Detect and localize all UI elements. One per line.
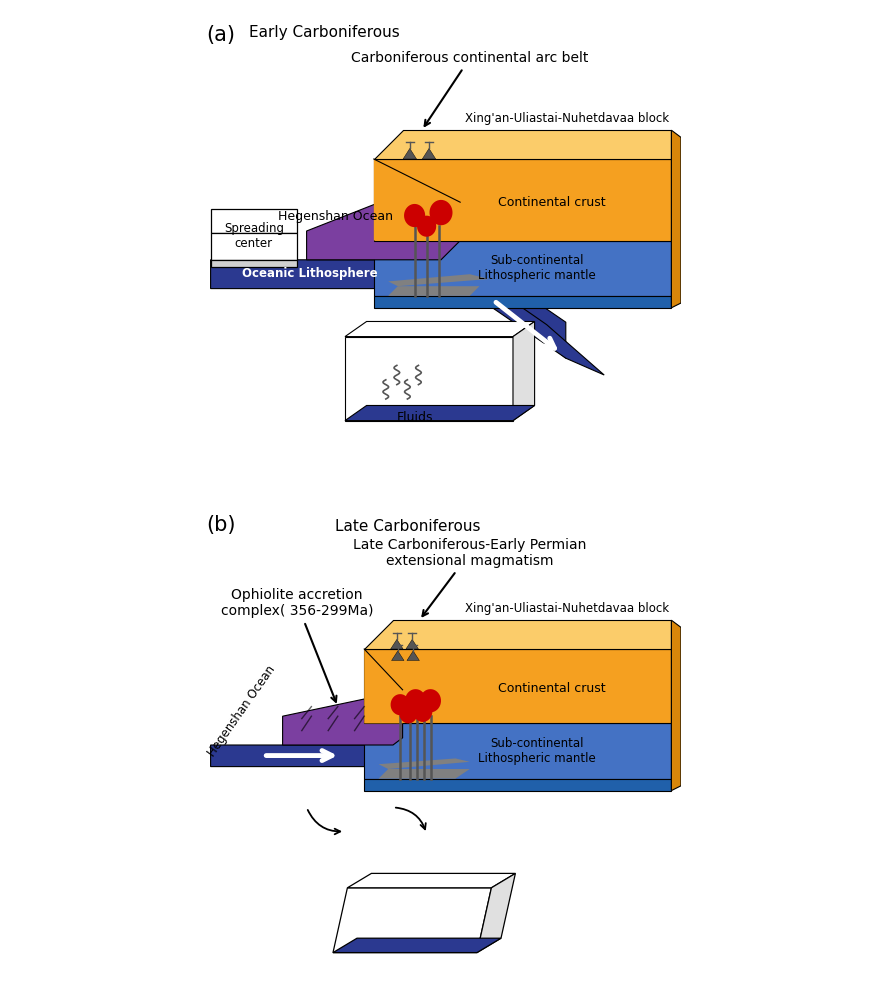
Text: Late Carboniferous: Late Carboniferous [335, 519, 481, 534]
Text: Hegenshan Ocean: Hegenshan Ocean [278, 210, 392, 223]
Polygon shape [430, 200, 452, 246]
Polygon shape [388, 274, 489, 286]
Polygon shape [400, 703, 417, 740]
Polygon shape [364, 649, 671, 723]
Text: Continental crust: Continental crust [497, 682, 605, 695]
Text: Sub-continental
Lithospheric mantle: Sub-continental Lithospheric mantle [478, 737, 596, 765]
Text: Fluids: Fluids [396, 411, 433, 424]
Polygon shape [378, 769, 470, 779]
Text: Hegenshan Ocean: Hegenshan Ocean [206, 663, 278, 759]
Polygon shape [211, 209, 297, 233]
Text: Late Carboniferous-Early Permian
extensional magmatism: Late Carboniferous-Early Permian extensi… [353, 538, 587, 616]
Polygon shape [364, 779, 671, 791]
Polygon shape [671, 130, 681, 308]
Polygon shape [374, 241, 671, 296]
Polygon shape [391, 694, 410, 733]
Polygon shape [403, 148, 416, 159]
Text: Carboniferous continental arc belt: Carboniferous continental arc belt [351, 51, 588, 126]
Polygon shape [364, 620, 671, 649]
Polygon shape [422, 148, 436, 159]
Text: Early Carboniferous: Early Carboniferous [249, 25, 400, 40]
Text: Ophiolite accretion
complex( 356-299Ma): Ophiolite accretion complex( 356-299Ma) [220, 588, 373, 702]
Polygon shape [211, 260, 565, 358]
Polygon shape [405, 689, 426, 731]
Polygon shape [374, 159, 671, 241]
Polygon shape [513, 321, 534, 421]
Text: Spreading
center: Spreading center [224, 222, 284, 250]
Text: Xing'an-Uliastai-Nuhetdavaa block: Xing'an-Uliastai-Nuhetdavaa block [465, 602, 669, 615]
Polygon shape [333, 938, 501, 953]
Text: Oceanic Lithosphere: Oceanic Lithosphere [242, 267, 377, 280]
Polygon shape [392, 651, 404, 661]
Polygon shape [477, 873, 515, 953]
Polygon shape [406, 639, 418, 649]
Polygon shape [374, 296, 671, 308]
Polygon shape [417, 216, 437, 254]
Polygon shape [388, 286, 480, 296]
Text: Xing'an-Uliastai-Nuhetdavaa block: Xing'an-Uliastai-Nuhetdavaa block [465, 112, 669, 125]
Polygon shape [333, 888, 491, 953]
Polygon shape [211, 233, 297, 260]
Text: Continental crust: Continental crust [497, 196, 605, 209]
Polygon shape [374, 130, 671, 159]
Polygon shape [211, 260, 297, 267]
Polygon shape [413, 701, 432, 739]
Polygon shape [671, 620, 681, 791]
Text: (b): (b) [206, 515, 235, 535]
Polygon shape [345, 337, 513, 421]
Polygon shape [364, 723, 671, 779]
Polygon shape [441, 265, 604, 375]
Polygon shape [364, 649, 402, 723]
Polygon shape [307, 205, 460, 260]
Polygon shape [404, 204, 425, 246]
Polygon shape [391, 639, 403, 649]
Polygon shape [282, 697, 402, 745]
Polygon shape [345, 405, 534, 421]
Polygon shape [420, 689, 441, 731]
Polygon shape [374, 159, 460, 241]
Polygon shape [211, 745, 402, 771]
Polygon shape [378, 758, 470, 769]
Text: (a): (a) [206, 25, 235, 45]
Polygon shape [407, 651, 420, 661]
Text: Sub-continental
Lithospheric mantle: Sub-continental Lithospheric mantle [478, 254, 596, 282]
Polygon shape [345, 321, 534, 337]
Polygon shape [348, 873, 515, 888]
